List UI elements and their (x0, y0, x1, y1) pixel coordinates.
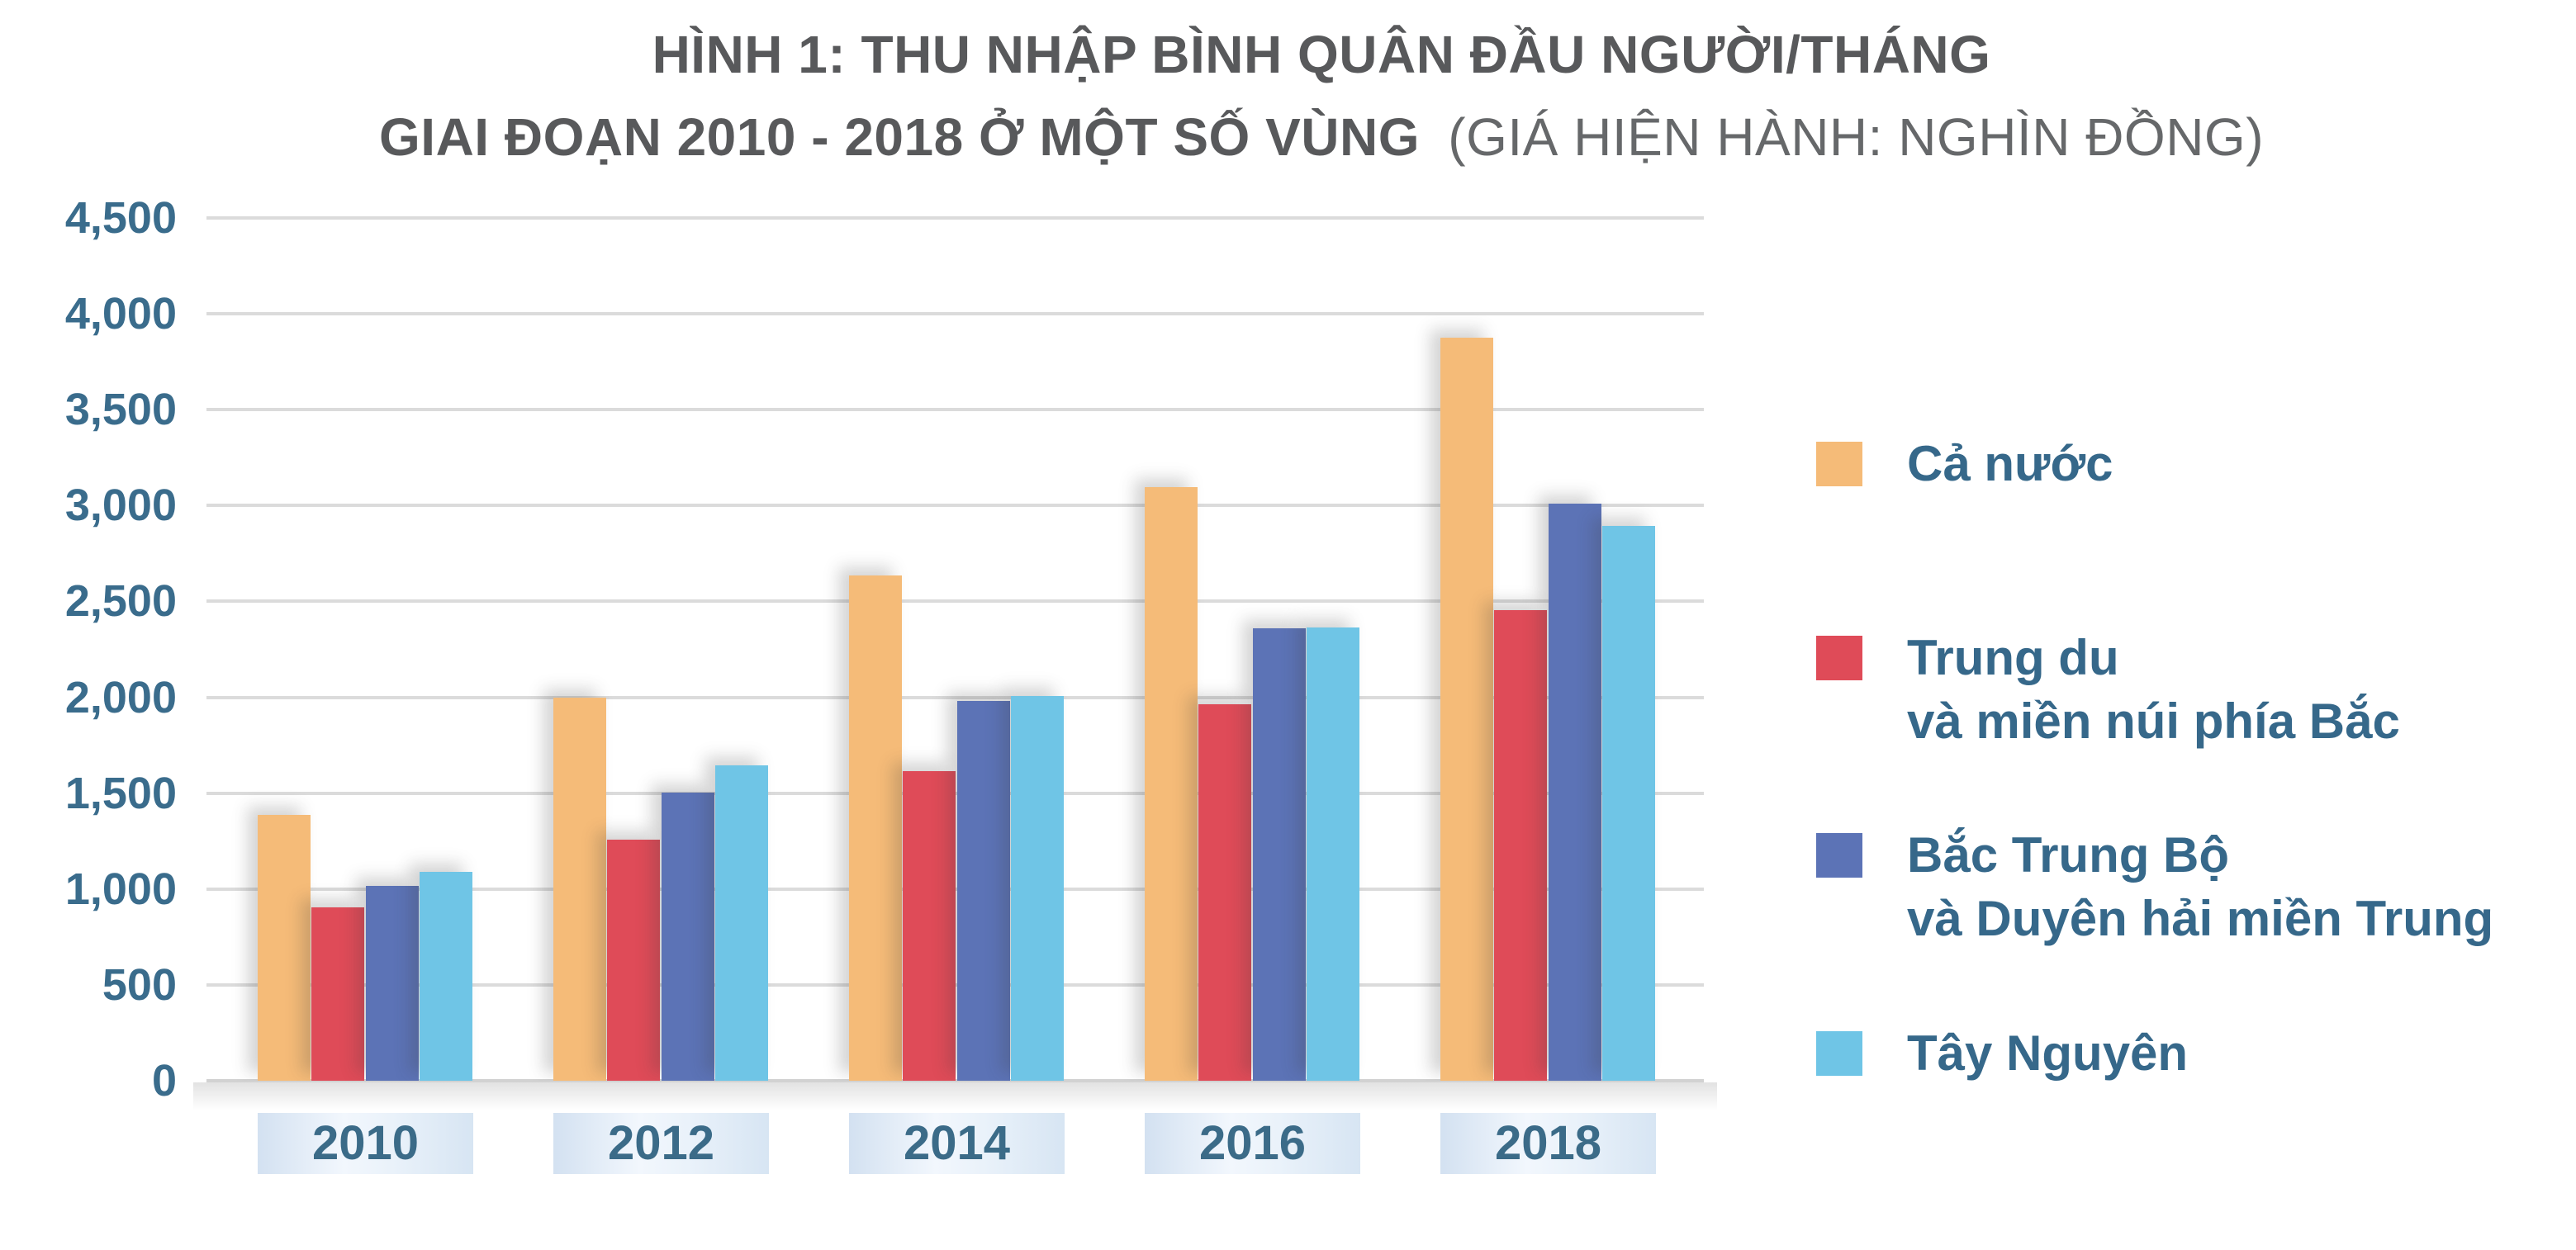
legend-swatch (1816, 833, 1862, 878)
bar (661, 792, 714, 1081)
legend-label: Tây Nguyên (1907, 1021, 2188, 1085)
bar (419, 872, 472, 1081)
bar (311, 907, 365, 1081)
chart-title-line2: GIAI ĐOẠN 2010 - 2018 Ở MỘT SỐ VÙNG (GIÁ… (173, 104, 2469, 170)
baseline-shadow (193, 1082, 1717, 1110)
bar (607, 839, 661, 1081)
bar (1548, 504, 1601, 1081)
y-tick-label: 3,000 (64, 481, 177, 531)
bar (849, 575, 902, 1081)
legend-swatch (1816, 1031, 1862, 1076)
bar (1601, 525, 1655, 1081)
gridline (206, 312, 1704, 316)
x-tick-label: 2016 (1145, 1113, 1360, 1174)
chart-title-line2-note: (GIÁ HIỆN HÀNH: NGHÌN ĐỒNG) (1448, 107, 2264, 167)
bar (1252, 628, 1306, 1081)
legend-label: Cả nước (1907, 432, 2113, 495)
gridline (206, 504, 1704, 508)
bar (1010, 695, 1064, 1081)
bar (1198, 704, 1252, 1081)
gridline (206, 216, 1704, 220)
legend-swatch (1816, 442, 1862, 486)
x-axis: 2010 2012 2014 2016 2018 (0, 1113, 2576, 1174)
bars-layer (206, 218, 1704, 1081)
bar-group (258, 218, 473, 1081)
legend-label-line: và Duyên hải miền Trung (1907, 891, 2494, 946)
legend-label-line: Tây Nguyên (1907, 1025, 2189, 1081)
bar (903, 771, 956, 1081)
bar (714, 765, 768, 1081)
bar-group (849, 218, 1065, 1081)
y-tick-label: 4,000 (64, 289, 177, 339)
gridline (206, 695, 1704, 699)
bar (1306, 627, 1359, 1081)
bar (1440, 337, 1493, 1081)
bar-group (1440, 218, 1656, 1081)
legend-swatch (1816, 636, 1862, 680)
legend-label-line: Trung du (1907, 630, 2119, 685)
legend-label: Trung du và miền núi phía Bắc (1907, 626, 2400, 753)
gridline (206, 408, 1704, 412)
x-tick-label: 2010 (258, 1113, 473, 1174)
x-tick-label: 2014 (849, 1113, 1065, 1174)
legend-label-line: Cả nước (1907, 436, 2113, 491)
chart-title-line1: HÌNH 1: THU NHẬP BÌNH QUÂN ĐẦU NGƯỜI/THÁ… (652, 25, 1991, 84)
y-axis: 0 500 1,000 1,500 2,000 2,500 3,000 3,500 4,000 4… (0, 195, 177, 1104)
gridline (206, 1079, 1704, 1082)
gridline (206, 599, 1704, 604)
legend: Cả nước Trung du và miền núi phía Bắc Bắc T… (1816, 0, 2559, 1250)
legend-label-line: Bắc Trung Bộ (1907, 827, 2230, 883)
bar (1494, 609, 1548, 1081)
chart-title-line2-main: GIAI ĐOẠN 2010 - 2018 Ở MỘT SỐ VÙNG (379, 107, 1420, 167)
y-tick-label: 2,000 (64, 672, 177, 722)
legend-label-line: và miền núi phía Bắc (1907, 694, 2400, 749)
y-tick-label: 4,500 (64, 193, 177, 243)
bar (956, 700, 1010, 1081)
y-tick-label: 2,500 (64, 576, 177, 627)
y-tick-label: 500 (102, 959, 177, 1010)
bar (365, 885, 419, 1081)
y-tick-label: 1,000 (64, 864, 177, 914)
bar (258, 814, 311, 1081)
bar (1145, 486, 1198, 1081)
bar-group (1145, 218, 1360, 1081)
legend-label: Bắc Trung Bộ và Duyên hải miền Trung (1907, 823, 2493, 950)
plot-area (193, 216, 1717, 1110)
bar-group (553, 218, 769, 1081)
y-tick-label: 3,500 (64, 385, 177, 435)
y-tick-label: 1,500 (64, 768, 177, 818)
bar (553, 697, 606, 1081)
x-tick-label: 2012 (553, 1113, 769, 1174)
x-tick-label: 2018 (1440, 1113, 1656, 1174)
y-tick-label: 0 (151, 1056, 177, 1106)
